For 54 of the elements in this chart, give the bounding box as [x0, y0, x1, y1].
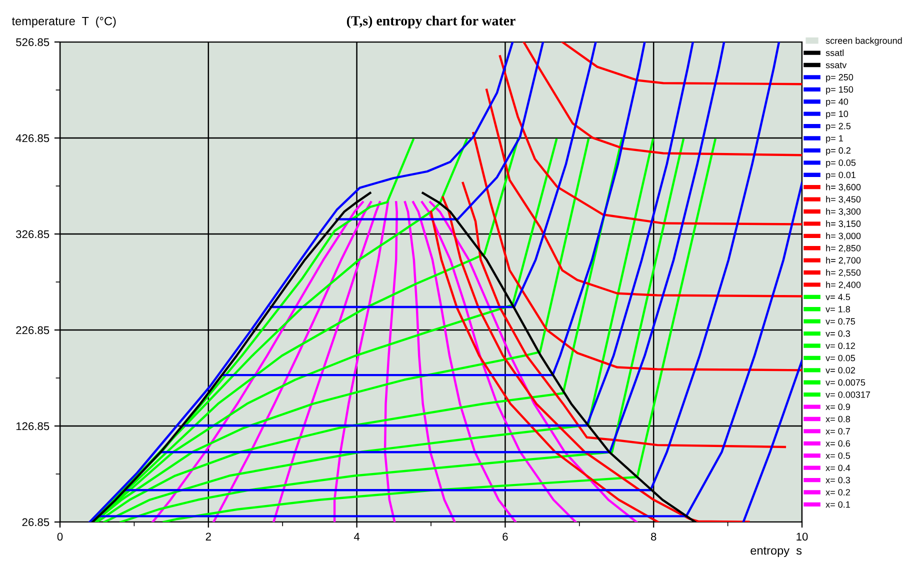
legend-label: h= 3,000 [826, 232, 861, 240]
y-tick-label: 526.85 [16, 38, 50, 46]
x-axis-title: entropy s [750, 546, 802, 558]
legend-label: v= 0.05 [826, 354, 856, 362]
band-label: screen background [826, 37, 902, 46]
legend-label: p= 2.5 [826, 122, 851, 132]
x-tick-label: 6 [502, 532, 508, 541]
x-tick-label: 4 [354, 532, 360, 540]
legend-label: x= 0.7 [826, 428, 850, 434]
legend-label: ssatl [826, 49, 844, 56]
legend-label: ssatv [826, 62, 847, 68]
legend-label: p= 250 [826, 74, 854, 82]
legend-label: v= 0.12 [826, 342, 855, 350]
legend-label: v= 0.3 [826, 330, 850, 337]
legend-label: v= 0.00317 [826, 391, 870, 398]
chart-title: (T,s) entropy chart for water [346, 16, 516, 28]
y-tick-label: 126.85 [16, 422, 50, 430]
legend-label: v= 0.0075 [826, 379, 866, 386]
legend-label: p= 10 [826, 110, 848, 119]
x-tick-label: 10 [796, 532, 808, 541]
legend-label: x= 0.6 [826, 440, 850, 447]
legend-label: p= 0.01 [826, 172, 856, 180]
y-axis-title: temperature T (°C) [12, 16, 116, 28]
y-tick-label: 226.85 [16, 326, 50, 334]
legend-label: v= 4.5 [826, 294, 850, 300]
legend-label: x= 0.4 [826, 464, 850, 472]
legend-label: x= 0.8 [826, 416, 850, 422]
legend-label: p= 150 [826, 86, 854, 94]
legend-label: v= 1.8 [826, 306, 850, 312]
y-tick-label: 26.85 [22, 518, 50, 526]
y-tick-label: 326.85 [16, 230, 50, 238]
legend-label: h= 2,550 [826, 269, 861, 277]
legend-label: x= 0.9 [826, 404, 850, 410]
legend-label: p= 1 [826, 135, 843, 144]
x-tick-label: 0 [57, 532, 63, 541]
legend-label: h= 2,400 [826, 281, 861, 290]
legend-label: h= 3,300 [826, 208, 861, 216]
legend-label: h= 2,850 [826, 244, 861, 252]
legend-label: h= 3,150 [826, 220, 861, 228]
x-tick-label: 8 [650, 532, 656, 541]
legend-label: x= 0.2 [826, 489, 850, 496]
legend-label: x= 0.5 [826, 452, 850, 459]
legend-label: p= 0.05 [826, 160, 856, 168]
legend-label: v= 0.02 [826, 367, 855, 374]
legend-label: h= 3,600 [826, 184, 861, 192]
legend-label: p= 0.2 [826, 147, 850, 156]
x-tick-label: 2 [206, 532, 211, 540]
legend-label: h= 2,700 [826, 256, 861, 265]
legend-label: p= 40 [826, 98, 848, 107]
y-tick-label: 426.85 [16, 134, 50, 142]
legend-label: h= 3,450 [826, 196, 861, 204]
legend-label: x= 0.1 [826, 501, 850, 508]
legend-label: v= 0.75 [826, 318, 856, 325]
legend-label: x= 0.3 [826, 476, 850, 484]
